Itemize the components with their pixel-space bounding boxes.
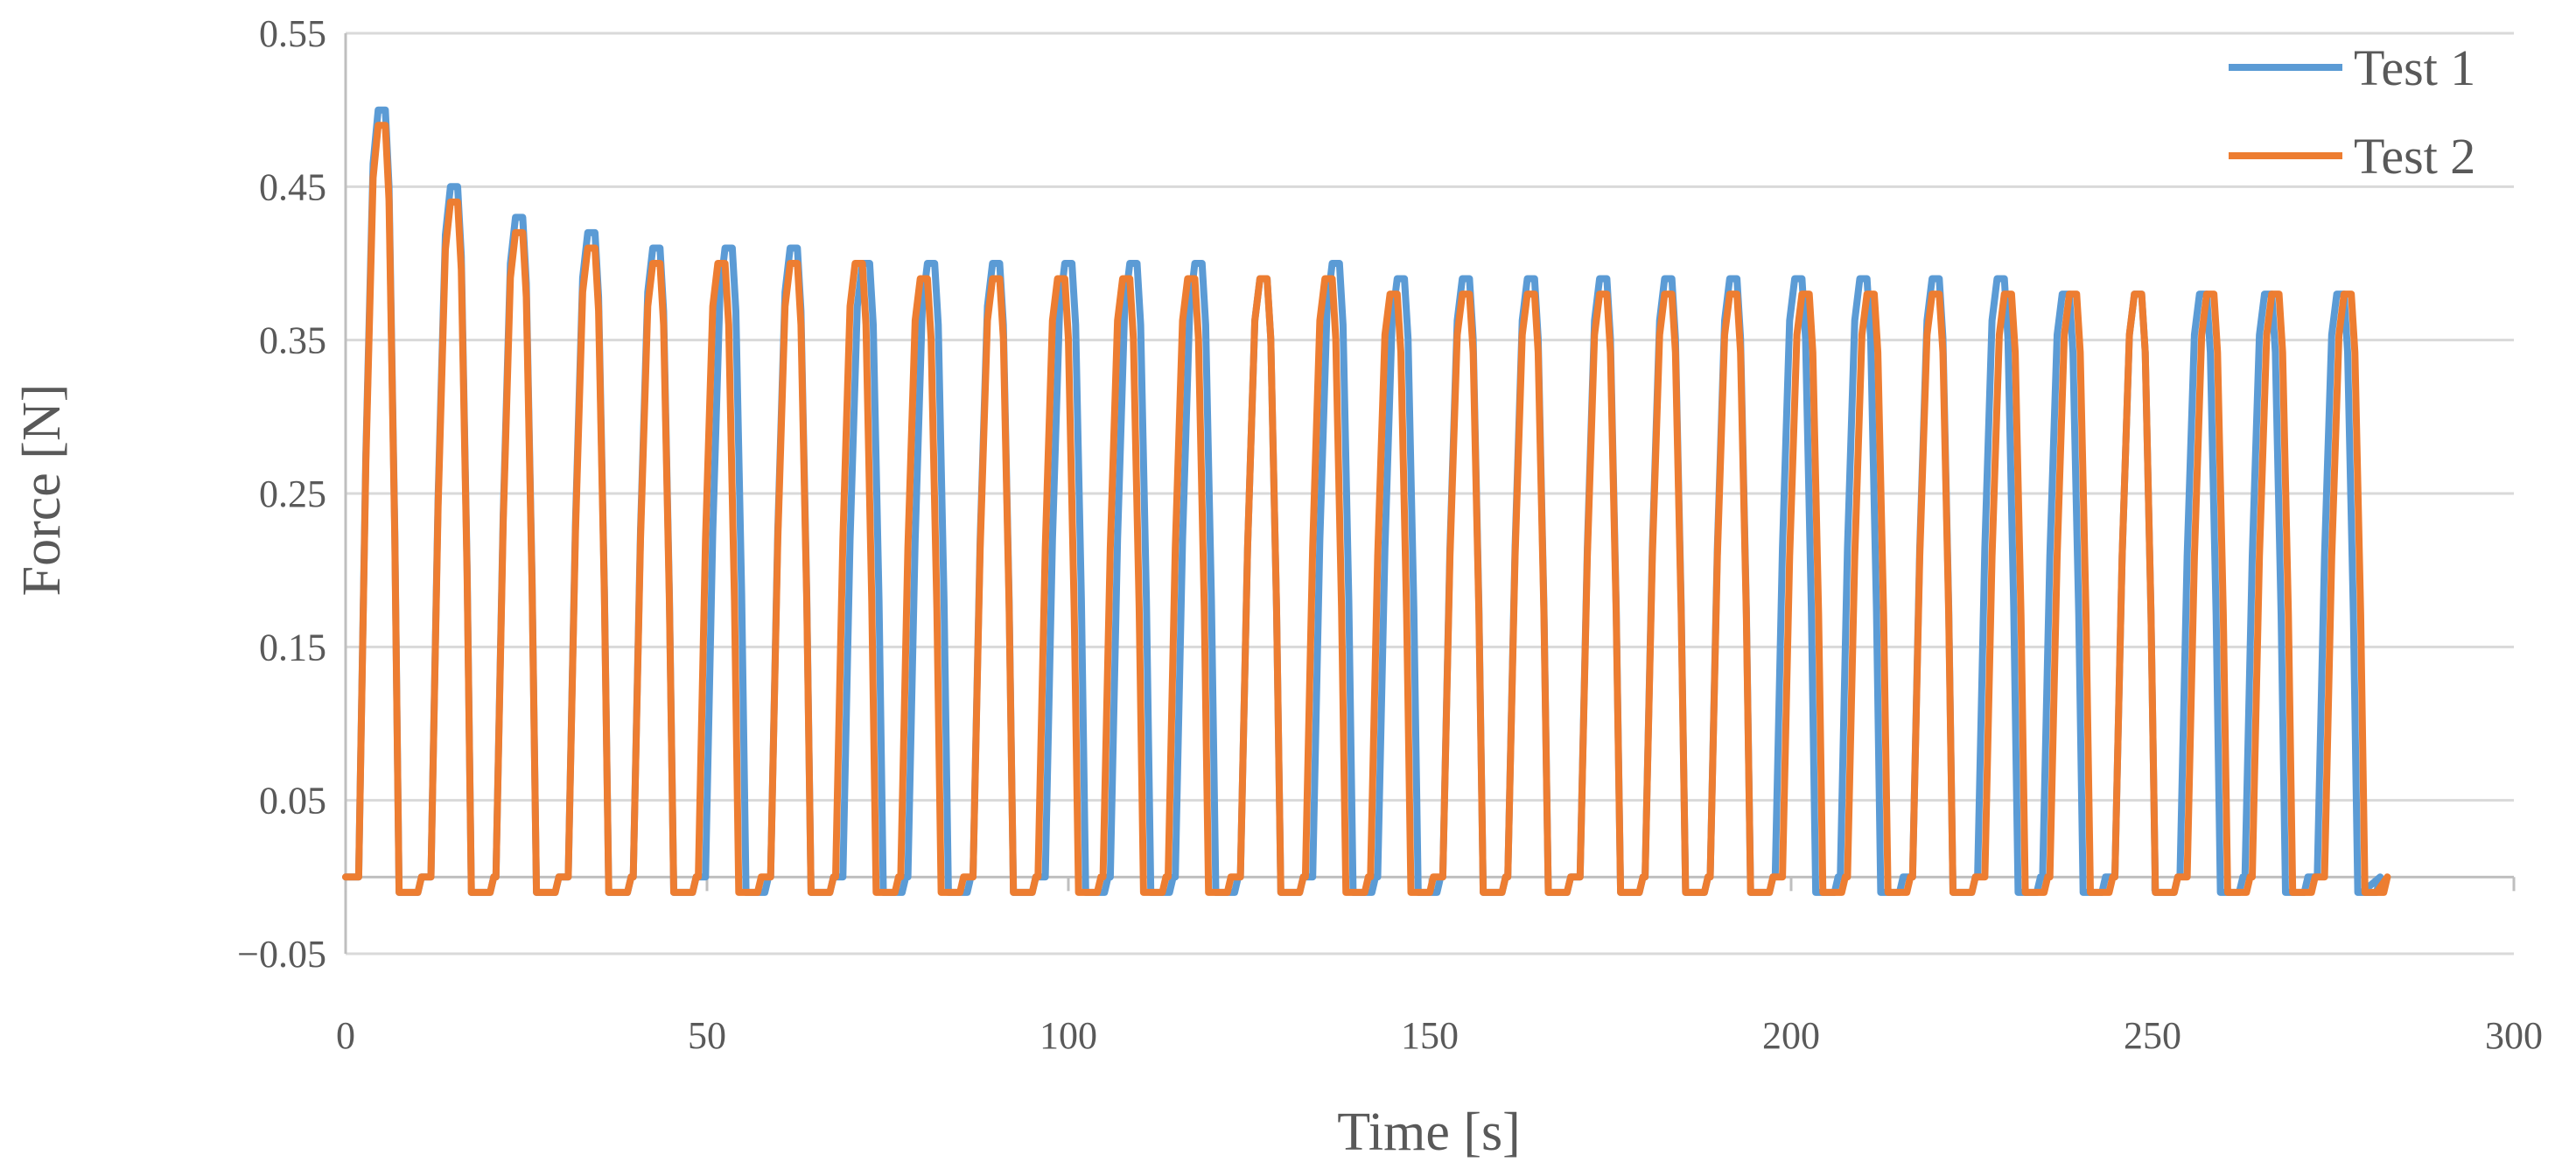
y-tick-label: 0.05 [259, 780, 326, 822]
legend-label: Test 2 [2354, 128, 2475, 185]
x-tick-label: 50 [688, 1014, 726, 1057]
y-tick-label: 0.55 [259, 12, 326, 55]
y-tick-label: 0.25 [259, 472, 326, 515]
x-tick-label: 0 [336, 1014, 355, 1057]
series-layer [342, 106, 2391, 896]
series-line-test-2 [342, 122, 2391, 896]
legend-label: Test 1 [2354, 39, 2475, 96]
series-line-test-1 [342, 106, 2384, 896]
y-tick-label: −0.05 [237, 933, 326, 976]
x-tick-label: 100 [1040, 1014, 1097, 1057]
x-tick-labels: 0 50 100 150 200 250 300 [336, 1014, 2543, 1057]
legend: Test 1 Test 2 [2229, 39, 2475, 185]
x-axis-title: Time [s] [1337, 1102, 1521, 1162]
y-axis-title: Force [N] [12, 384, 72, 597]
x-tick-label: 200 [1762, 1014, 1820, 1057]
y-tick-labels: 0.55 0.45 0.35 0.25 0.15 0.05 −0.05 [237, 12, 326, 976]
x-tick-label: 250 [2124, 1014, 2181, 1057]
y-tick-label: 0.35 [259, 319, 326, 362]
y-tick-label: 0.45 [259, 165, 326, 208]
y-tick-label: 0.15 [259, 626, 326, 668]
x-tick-label: 150 [1401, 1014, 1459, 1057]
x-tick-label: 300 [2485, 1014, 2543, 1057]
